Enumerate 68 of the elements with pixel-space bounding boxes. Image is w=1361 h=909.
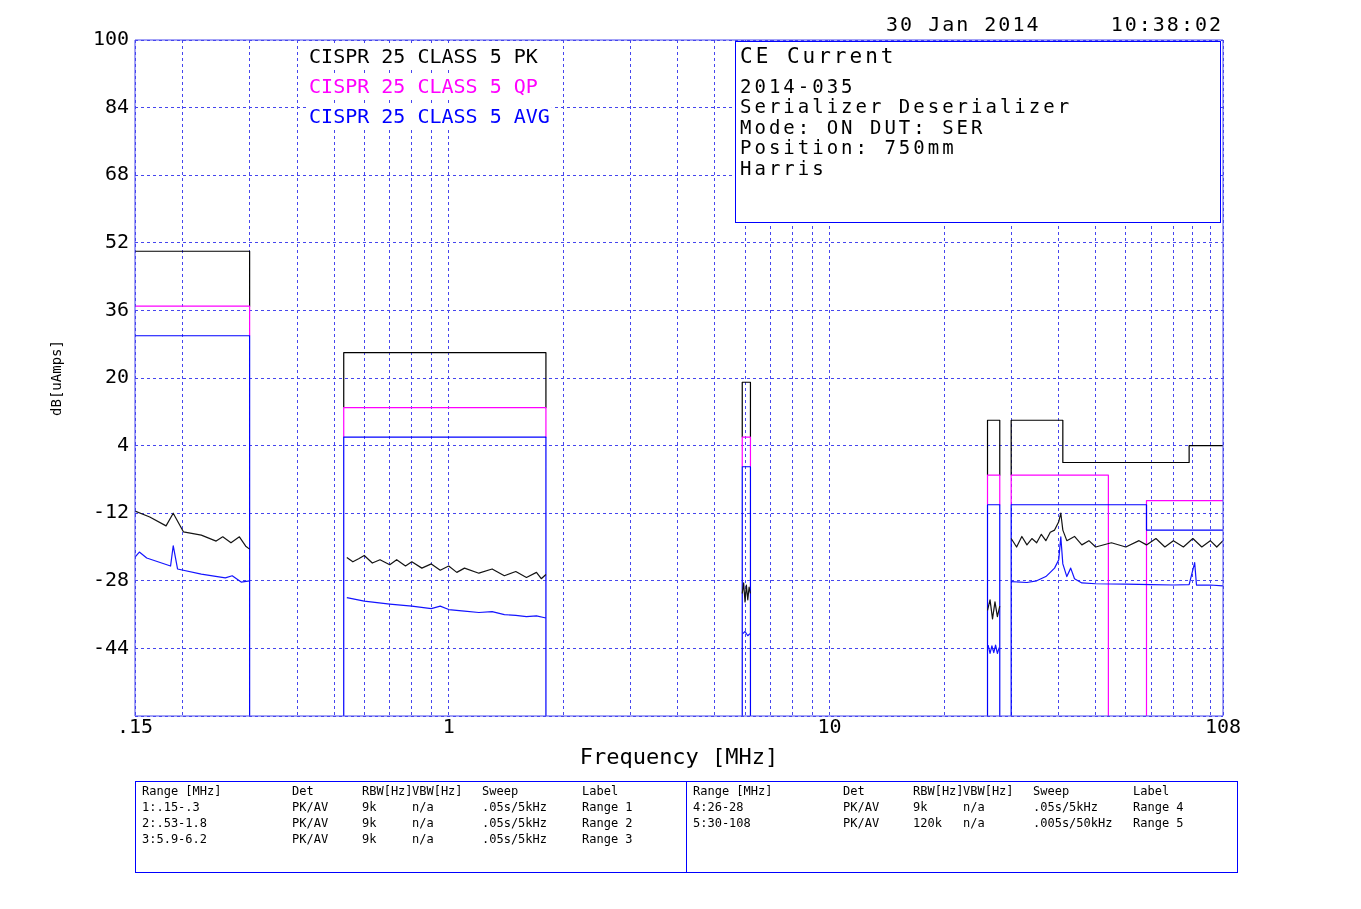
text: .005s/50kHz (1033, 816, 1114, 832)
text: Range 3 (582, 832, 634, 848)
annotation: Mode: ON DUT: SER (740, 115, 987, 138)
text: .05s/5kHz (1033, 800, 1100, 816)
text: RBW[Hz] (362, 784, 413, 800)
text: Range 5 (1133, 816, 1185, 832)
text: 5:30-108 (693, 816, 752, 832)
y-axis-title: dB[uAmps] (48, 340, 65, 416)
y-tick-label: 36 (104, 296, 129, 321)
x-tick-label: 108 (1204, 714, 1242, 739)
chart-title: CE Current (740, 44, 898, 68)
annotation: Harris (740, 156, 828, 179)
x-tick-label: 10 (817, 714, 842, 739)
annotation: Serializer Deserializer (740, 95, 1074, 117)
text: Sweep (1033, 784, 1071, 800)
y-tick-label: 84 (104, 93, 129, 118)
text: VBW[Hz] (963, 784, 1015, 800)
y-tick-label: 4 (116, 431, 129, 456)
text: 30 Jan 2014 10:38:02 (886, 12, 1223, 36)
text: 9k (362, 832, 378, 848)
y-tick-label: -44 (92, 634, 129, 659)
text: CISPR 25 CLASS 5 QP (309, 74, 538, 99)
text: Sweep (482, 784, 520, 800)
text: Label (582, 784, 620, 800)
x-axis-title: Frequency [MHz] (579, 743, 779, 769)
text: Range 1 (582, 800, 634, 816)
text: n/a (412, 816, 435, 832)
y-tick-label: -28 (92, 567, 129, 591)
text: VBW[Hz] (412, 784, 464, 800)
annotation: Position: 750mm (740, 136, 958, 158)
text: PK/AV (292, 816, 330, 832)
x-tick-label: 1 (442, 714, 455, 739)
text: 4:26-28 (693, 800, 745, 816)
text: Range 2 (582, 816, 634, 832)
text: n/a (412, 832, 435, 848)
text: 1:.15-.3 (142, 800, 201, 816)
text: 2:.53-1.8 (142, 816, 209, 832)
text: CISPR 25 CLASS 5 AVG (309, 104, 550, 129)
text: .05s/5kHz (482, 832, 549, 848)
y-tick-label: 100 (92, 26, 129, 51)
text: n/a (963, 800, 986, 816)
annotation: 2014-035 (740, 74, 857, 97)
text: .05s/5kHz (482, 800, 549, 816)
text: Det (292, 784, 315, 800)
text: PK/AV (292, 800, 330, 816)
text: Label (1133, 784, 1171, 800)
text: 9k (913, 800, 929, 816)
y-tick-label: -12 (92, 499, 129, 524)
text: Det (843, 784, 866, 800)
y-tick-label: 20 (104, 364, 129, 389)
y-tick-label: 52 (104, 229, 129, 253)
text: 9k (362, 800, 378, 816)
text: 3:5.9-6.2 (142, 832, 209, 848)
text: RBW[Hz] (913, 784, 964, 800)
y-tick-label: 68 (104, 161, 129, 186)
text: CISPR 25 CLASS 5 PK (309, 44, 538, 69)
text: Range [MHz] (693, 784, 774, 800)
text: Range 4 (1133, 800, 1185, 816)
text: PK/AV (843, 800, 881, 816)
text: n/a (963, 816, 986, 832)
text: Range [MHz] (142, 784, 223, 800)
text: 9k (362, 816, 378, 832)
text: 120k (913, 816, 943, 832)
text: PK/AV (843, 816, 881, 832)
text: .05s/5kHz (482, 816, 549, 832)
x-tick-label: .15 (116, 714, 154, 739)
text: PK/AV (292, 832, 330, 848)
text: n/a (412, 800, 435, 816)
